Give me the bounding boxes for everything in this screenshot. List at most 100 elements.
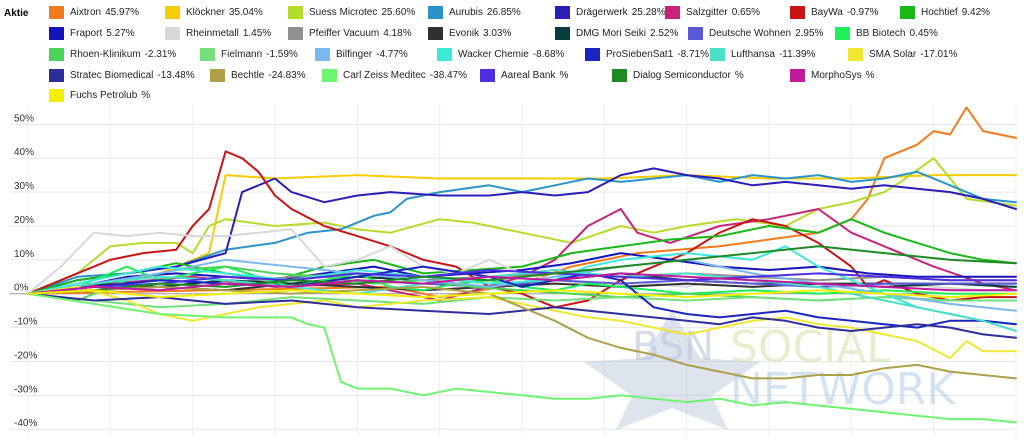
series-line-fielmann[interactable]: [27, 292, 1017, 309]
legend-percent: -4.77%: [376, 48, 408, 60]
series-line-aareal-bank[interactable]: [27, 269, 1017, 295]
legend-percent: -11.39%: [778, 48, 816, 60]
legend-item[interactable]: MorphoSys%: [790, 68, 874, 82]
legend-label: Bechtle: [231, 69, 265, 81]
series-line-bechtle[interactable]: [27, 285, 1017, 380]
legend-label: MorphoSys: [811, 69, 862, 81]
series-line-morphosys[interactable]: [27, 272, 1017, 295]
legend-swatch: [555, 26, 570, 40]
legend-percent: 0.65%: [731, 6, 761, 18]
legend-item[interactable]: Rhoen-Klinikum -2.31%: [49, 47, 176, 61]
legend-percent: -17.01%: [920, 48, 958, 60]
legend-label: Klöckner: [186, 6, 225, 18]
y-tick-label: 30%: [14, 181, 34, 192]
legend-swatch: [288, 5, 303, 19]
legend-swatch: [315, 47, 330, 61]
legend-item[interactable]: Pfeiffer Vacuum 4.18%: [288, 26, 412, 40]
legend-label: Aurubis: [449, 6, 483, 18]
legend-swatch: [200, 47, 215, 61]
y-tick-label: 20%: [14, 215, 34, 226]
series-line-dr-gerwerk[interactable]: [27, 167, 1017, 295]
legend-item[interactable]: Evonik 3.03%: [428, 26, 511, 40]
legend-swatch: [49, 68, 64, 82]
legend-percent: 4.18%: [383, 27, 412, 39]
legend-swatch: [480, 68, 495, 82]
legend-item[interactable]: Fielmann -1.59%: [200, 47, 298, 61]
series-line-carl-zeiss-meditec[interactable]: [27, 292, 1017, 424]
legend-item[interactable]: Deutsche Wohnen 2.95%: [688, 26, 823, 40]
legend-swatch: [790, 5, 805, 19]
legend-item[interactable]: BB Biotech 0.45%: [835, 26, 938, 40]
legend-item[interactable]: Fraport 5.27%: [49, 26, 135, 40]
legend-item[interactable]: Suess Microtec 25.60%: [288, 5, 415, 19]
legend-swatch: [437, 47, 452, 61]
y-tick-label: -40%: [14, 418, 37, 429]
legend-swatch: [210, 68, 225, 82]
legend-title: Aktie: [4, 8, 29, 19]
legend-percent: 2.52%: [650, 27, 679, 39]
legend-label: Aixtron: [70, 6, 102, 18]
legend-label: BB Biotech: [856, 27, 906, 39]
legend-item[interactable]: Aareal Bank%: [480, 68, 568, 82]
series-line-fuchs-petrolub[interactable]: [27, 289, 1017, 299]
legend-swatch: [900, 5, 915, 19]
legend-item[interactable]: Wacker Chemie -8.68%: [437, 47, 564, 61]
legend-item[interactable]: Salzgitter 0.65%: [665, 5, 760, 19]
legend-percent: %: [865, 69, 875, 81]
legend-item[interactable]: Stratec Biomedical -13.48%: [49, 68, 195, 82]
series-line-fraport[interactable]: [27, 252, 1017, 295]
legend-label: Aareal Bank: [501, 69, 556, 81]
legend-item[interactable]: Drägerwerk 25.28%: [555, 5, 666, 19]
legend-item[interactable]: Carl Zeiss Meditec -38.47%: [322, 68, 467, 82]
legend-label: Fraport: [70, 27, 103, 39]
legend-swatch: [555, 5, 570, 19]
watermark-star-icon: [584, 310, 760, 430]
legend-item[interactable]: Bilfinger -4.77%: [315, 47, 408, 61]
legend-label: Fuchs Petrolub: [70, 89, 138, 101]
legend-percent: 9.42%: [961, 6, 991, 18]
legend-percent: -8.71%: [677, 48, 709, 60]
series-line-suess-microtec[interactable]: [27, 157, 1017, 295]
legend-item[interactable]: Klöckner 35.04%: [165, 5, 263, 19]
legend-label: Fielmann: [221, 48, 263, 60]
legend-percent: -1.59%: [266, 48, 298, 60]
legend-percent: -0.97%: [846, 6, 879, 18]
legend-percent: %: [734, 69, 744, 81]
legend-item[interactable]: Aurubis 26.85%: [428, 5, 521, 19]
legend-item[interactable]: Bechtle -24.83%: [210, 68, 306, 82]
y-tick-label: 0%: [14, 283, 29, 294]
series-line-aurubis[interactable]: [27, 170, 1017, 295]
legend-item[interactable]: BayWa -0.97%: [790, 5, 879, 19]
legend-item[interactable]: ProSiebenSat1 -8.71%: [585, 47, 709, 61]
series-line-dialog-semiconductor[interactable]: [27, 245, 1017, 295]
legend-swatch: [848, 47, 863, 61]
legend-swatch: [288, 26, 303, 40]
legend-label: Lufthansa: [731, 48, 775, 60]
legend-percent: 2.95%: [795, 27, 824, 39]
legend-label: Rhoen-Klinikum: [70, 48, 141, 60]
legend-item[interactable]: Fuchs Petrolub%: [49, 88, 150, 102]
watermark: BSN SOCIAL NETWORK: [584, 310, 956, 430]
legend-swatch: [49, 47, 64, 61]
legend-swatch: [688, 26, 703, 40]
legend-label: Carl Zeiss Meditec: [343, 69, 426, 81]
series-line-wacker-chemie[interactable]: [27, 245, 1017, 326]
legend-item[interactable]: Aixtron 45.97%: [49, 5, 139, 19]
legend-item[interactable]: Rheinmetall 1.45%: [165, 26, 271, 40]
y-axis: 50% 40% 30% 20% 10% 0% -10% -20% -30% -40%: [14, 113, 37, 429]
legend-percent: -13.48%: [157, 69, 195, 81]
legend-item[interactable]: SMA Solar -17.01%: [848, 47, 958, 61]
legend-label: Rheinmetall: [186, 27, 239, 39]
legend-item[interactable]: Hochtief 9.42%: [900, 5, 990, 19]
legend-percent: 35.04%: [228, 6, 263, 18]
legend-item[interactable]: Dialog Semiconductor%: [612, 68, 744, 82]
y-tick-label: -30%: [14, 384, 37, 395]
legend-item[interactable]: DMG Mori Seiki 2.52%: [555, 26, 678, 40]
legend-item[interactable]: Lufthansa -11.39%: [710, 47, 815, 61]
legend-swatch: [665, 5, 680, 19]
legend-swatch: [322, 68, 337, 82]
legend-percent: 0.45%: [909, 27, 938, 39]
y-tick-label: 40%: [14, 147, 34, 158]
series: [27, 106, 1017, 424]
series-line-stratec-biomedical[interactable]: [27, 292, 1017, 339]
